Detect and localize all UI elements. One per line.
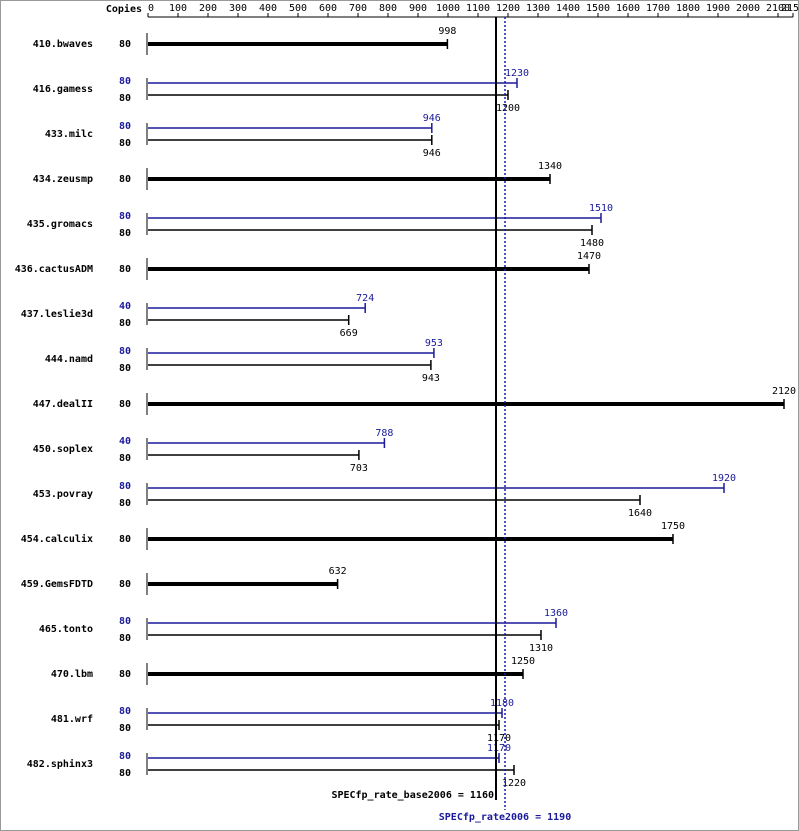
copies: 80 bbox=[119, 93, 131, 104]
category-label: 447.dealII bbox=[33, 399, 93, 410]
x-tick-label: 1100 bbox=[466, 3, 490, 14]
category-label: 453.povray bbox=[33, 489, 93, 500]
value-label: 1170 bbox=[487, 733, 511, 744]
category-label: 482.sphinx3 bbox=[27, 758, 93, 770]
value-label: 1230 bbox=[505, 68, 529, 79]
copies: 80 bbox=[119, 346, 131, 357]
category-label: 465.tonto bbox=[39, 624, 93, 635]
category-label: 435.gromacs bbox=[27, 219, 93, 230]
x-tick-label: 1800 bbox=[676, 3, 700, 14]
x-tick-label: 1300 bbox=[526, 3, 550, 14]
value-label: 1360 bbox=[544, 608, 568, 619]
x-tick-label: 0 bbox=[148, 3, 154, 14]
copies: 80 bbox=[119, 211, 131, 222]
value-label: 953 bbox=[425, 338, 443, 349]
copies: 80 bbox=[119, 768, 131, 779]
value-label: 1180 bbox=[490, 698, 514, 709]
x-tick-label: 200 bbox=[199, 3, 217, 14]
category-label: 470.lbm bbox=[51, 669, 93, 680]
value-label: 632 bbox=[329, 566, 347, 577]
category-label: 450.soplex bbox=[33, 444, 93, 455]
x-tick-label: 500 bbox=[289, 3, 307, 14]
value-label: 1250 bbox=[511, 656, 535, 667]
x-tick-label: 900 bbox=[409, 3, 427, 14]
value-label: 788 bbox=[375, 428, 393, 439]
category-label: 481.wrf bbox=[51, 714, 93, 725]
value-label: 1170 bbox=[487, 743, 511, 754]
copies: 80 bbox=[119, 498, 131, 509]
value-label: 1480 bbox=[580, 238, 604, 249]
x-tick-label: 700 bbox=[349, 3, 367, 14]
value-label: 1750 bbox=[661, 521, 685, 532]
x-tick-label: 1900 bbox=[706, 3, 730, 14]
copies: 80 bbox=[119, 579, 131, 590]
copies: 80 bbox=[119, 481, 131, 492]
x-tick-label: 800 bbox=[379, 3, 397, 14]
category-label: 444.namd bbox=[45, 354, 93, 365]
value-label: 998 bbox=[438, 26, 456, 37]
copies: 40 bbox=[119, 436, 131, 447]
copies: 80 bbox=[119, 174, 131, 185]
copies: 80 bbox=[119, 39, 131, 50]
category-label: 437.leslie3d bbox=[21, 308, 93, 320]
reference-label: SPECfp_rate2006 = 1190 bbox=[439, 812, 571, 823]
value-label: 2120 bbox=[772, 386, 796, 397]
category-label: 459.GemsFDTD bbox=[21, 579, 93, 590]
x-tick-label: 400 bbox=[259, 3, 277, 14]
reference-label: SPECfp_rate_base2006 = 1160 bbox=[331, 790, 494, 801]
value-label: 1340 bbox=[538, 161, 562, 172]
category-label: 434.zeusmp bbox=[33, 174, 93, 185]
category-label: 410.bwaves bbox=[33, 39, 93, 50]
copies: 80 bbox=[119, 363, 131, 374]
copies: 80 bbox=[119, 399, 131, 410]
value-label: 1640 bbox=[628, 508, 652, 519]
copies: 80 bbox=[119, 706, 131, 717]
x-tick-label: 1000 bbox=[436, 3, 460, 14]
value-label: 1510 bbox=[589, 203, 613, 214]
value-label: 943 bbox=[422, 373, 440, 384]
copies: 80 bbox=[119, 76, 131, 87]
copies: 80 bbox=[119, 616, 131, 627]
value-label: 946 bbox=[423, 113, 441, 124]
value-label: 946 bbox=[423, 148, 441, 159]
copies-header: Copies bbox=[106, 3, 142, 15]
x-tick-label: 1200 bbox=[496, 3, 520, 14]
category-label: 436.cactusADM bbox=[15, 264, 93, 275]
value-label: 1200 bbox=[496, 103, 520, 114]
value-label: 1470 bbox=[577, 251, 601, 262]
copies: 80 bbox=[119, 751, 131, 762]
copies: 40 bbox=[119, 301, 131, 312]
copies: 80 bbox=[119, 264, 131, 275]
copies: 80 bbox=[119, 138, 131, 149]
copies: 80 bbox=[119, 453, 131, 464]
x-tick-label: 100 bbox=[169, 3, 187, 14]
copies: 80 bbox=[119, 534, 131, 545]
value-label: 1920 bbox=[712, 473, 736, 484]
copies: 80 bbox=[119, 723, 131, 734]
copies: 80 bbox=[119, 633, 131, 644]
x-tick-label: 600 bbox=[319, 3, 337, 14]
x-tick-label: 1400 bbox=[556, 3, 580, 14]
category-label: 433.milc bbox=[45, 128, 93, 140]
category-label: 416.gamess bbox=[33, 84, 93, 95]
copies: 80 bbox=[119, 669, 131, 680]
x-tick-label: 1500 bbox=[586, 3, 610, 14]
value-label: 1310 bbox=[529, 643, 553, 654]
copies: 80 bbox=[119, 121, 131, 132]
value-label: 703 bbox=[350, 463, 368, 474]
x-tick-label: 1600 bbox=[616, 3, 640, 14]
x-tick-label: 2000 bbox=[736, 3, 760, 14]
x-tick-label: 1700 bbox=[646, 3, 670, 14]
value-label: 724 bbox=[356, 293, 374, 304]
value-label: 669 bbox=[340, 328, 358, 339]
copies: 80 bbox=[119, 228, 131, 239]
x-tick-label: 2150 bbox=[781, 3, 799, 14]
category-label: 454.calculix bbox=[21, 533, 93, 545]
value-label: 1220 bbox=[502, 778, 526, 789]
x-tick-label: 2100 bbox=[766, 3, 790, 14]
x-tick-label: 300 bbox=[229, 3, 247, 14]
copies: 80 bbox=[119, 318, 131, 329]
